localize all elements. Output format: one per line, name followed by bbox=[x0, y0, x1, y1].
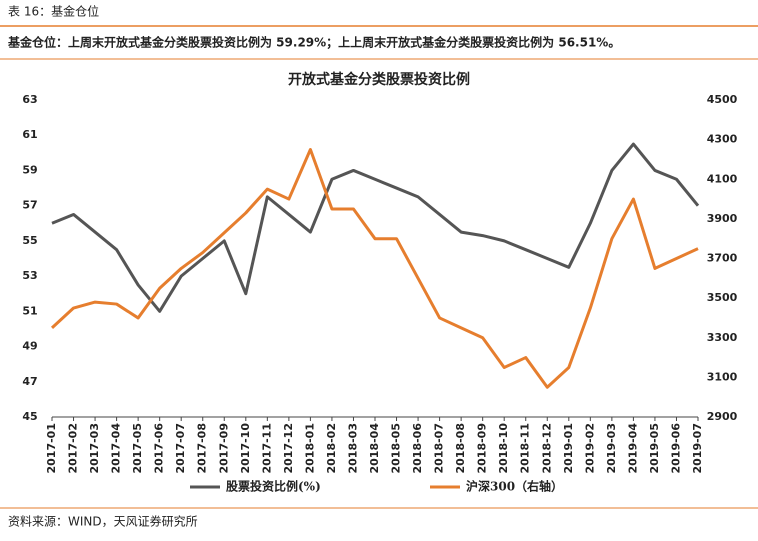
y2-tick-label: 3100 bbox=[707, 370, 738, 383]
y2-tick-label: 3300 bbox=[707, 331, 738, 344]
x-tick-label: 2019-07 bbox=[691, 423, 704, 474]
x-tick-label: 2017-07 bbox=[174, 423, 187, 474]
legend-label: 沪深300（右轴） bbox=[466, 479, 563, 494]
x-tick-label: 2017-03 bbox=[88, 423, 101, 474]
x-tick-label: 2017-11 bbox=[260, 423, 273, 474]
y-tick-label: 57 bbox=[22, 199, 37, 212]
y-tick-label: 49 bbox=[22, 340, 37, 353]
x-tick-label: 2018-11 bbox=[519, 423, 532, 474]
x-tick-label: 2019-01 bbox=[562, 423, 575, 474]
y-tick-label: 51 bbox=[22, 304, 37, 317]
x-tick-label: 2019-05 bbox=[648, 423, 661, 474]
x-tick-label: 2018-02 bbox=[325, 423, 338, 474]
y2-tick-label: 4300 bbox=[707, 133, 738, 146]
x-tick-label: 2018-04 bbox=[368, 423, 381, 474]
y2-tick-label: 3900 bbox=[707, 212, 738, 225]
x-tick-label: 2017-04 bbox=[110, 423, 123, 474]
x-tick-label: 2017-05 bbox=[131, 423, 144, 474]
series-line bbox=[51, 142, 700, 313]
x-tick-label: 2019-03 bbox=[605, 423, 618, 474]
y-tick-label: 59 bbox=[22, 163, 37, 176]
x-tick-label: 2018-12 bbox=[540, 423, 553, 474]
table-title: 表 16：基金仓位 bbox=[8, 4, 99, 19]
x-tick-label: 2018-05 bbox=[390, 423, 403, 474]
y2-tick-label: 4100 bbox=[707, 172, 738, 185]
x-tick-label: 2018-10 bbox=[497, 423, 510, 474]
legend-label: 股票投资比例(%) bbox=[226, 479, 321, 494]
x-tick-label: 2017-09 bbox=[217, 423, 230, 474]
subtitle: 基金仓位：上周末开放式基金分类股票投资比例为 59.29%；上上周末开放式基金分… bbox=[7, 35, 620, 50]
y-tick-label: 61 bbox=[22, 128, 37, 141]
x-tick-label: 2017-10 bbox=[239, 423, 252, 474]
y-tick-label: 47 bbox=[22, 375, 37, 388]
y-tick-label: 55 bbox=[22, 234, 37, 247]
x-tick-label: 2017-02 bbox=[67, 423, 80, 474]
x-tick-label: 2018-06 bbox=[411, 423, 424, 474]
x-tick-label: 2018-01 bbox=[303, 423, 316, 474]
y2-tick-label: 3700 bbox=[707, 252, 738, 265]
x-tick-label: 2018-09 bbox=[476, 423, 489, 474]
x-tick-label: 2017-01 bbox=[45, 423, 58, 474]
chart-title: 开放式基金分类股票投资比例 bbox=[288, 71, 470, 88]
y-tick-label: 53 bbox=[22, 269, 37, 282]
x-tick-label: 2017-12 bbox=[282, 423, 295, 474]
x-tick-label: 2018-07 bbox=[433, 423, 446, 474]
x-tick-label: 2019-04 bbox=[626, 423, 639, 474]
y2-tick-label: 4500 bbox=[707, 93, 738, 106]
x-tick-label: 2018-03 bbox=[346, 423, 359, 474]
y-tick-label: 63 bbox=[22, 93, 37, 106]
x-tick-label: 2017-08 bbox=[196, 423, 209, 474]
y2-tick-label: 2900 bbox=[707, 410, 738, 423]
y-tick-label: 45 bbox=[22, 410, 37, 423]
series-line bbox=[50, 148, 699, 389]
x-tick-label: 2017-06 bbox=[153, 423, 166, 474]
x-tick-label: 2019-06 bbox=[669, 423, 682, 474]
y2-tick-label: 3500 bbox=[707, 291, 738, 304]
x-tick-label: 2019-02 bbox=[583, 423, 596, 474]
x-tick-label: 2018-08 bbox=[454, 423, 467, 474]
source: 资料来源：WIND，天风证券研究所 bbox=[8, 514, 198, 529]
